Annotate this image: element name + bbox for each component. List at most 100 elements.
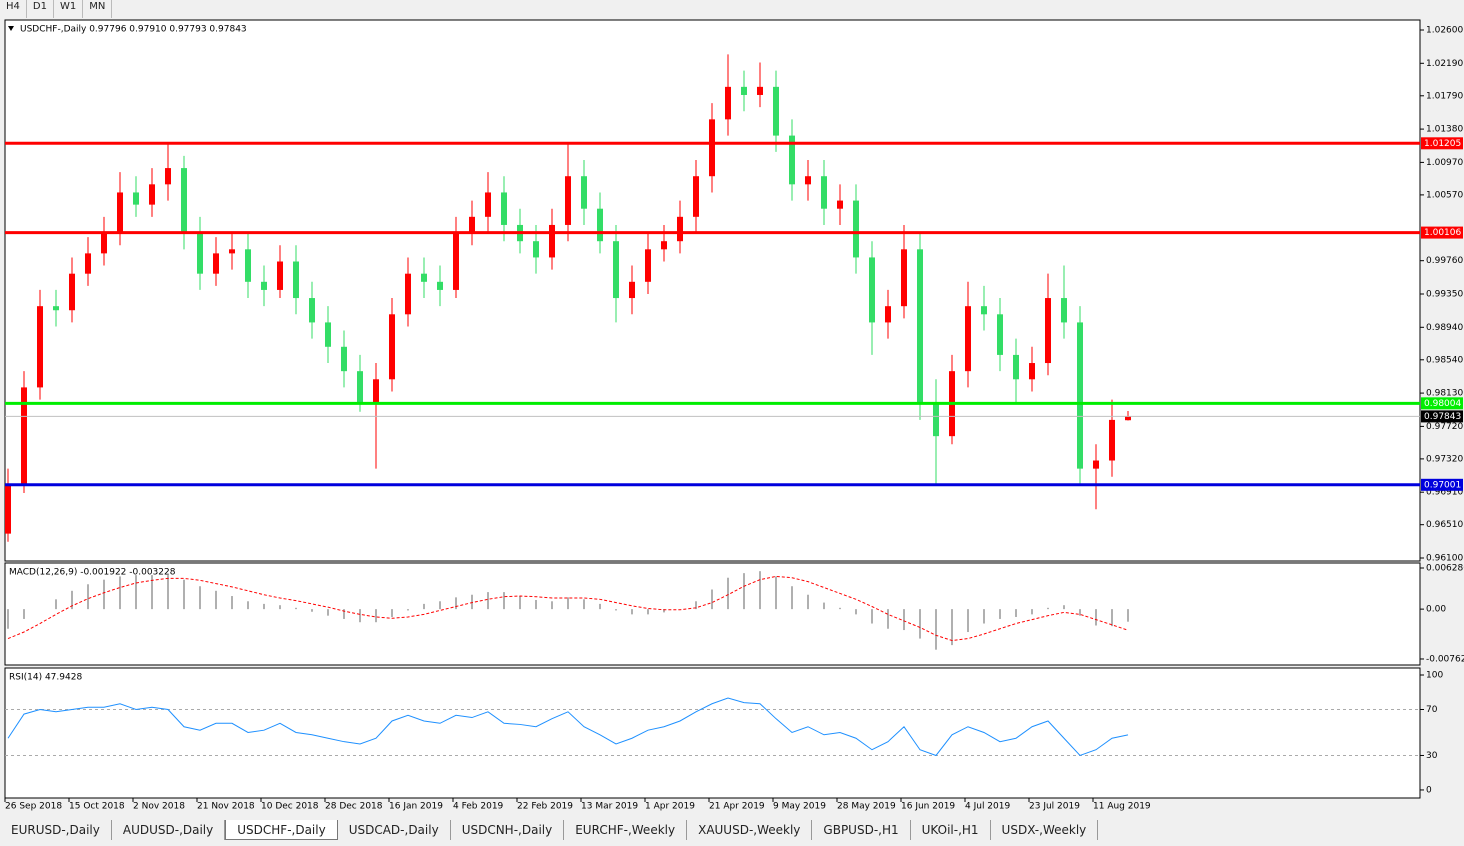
symbol-tab[interactable]: EURUSD-,Daily [0,820,112,840]
timeframe-button[interactable]: D1 [27,0,54,18]
candle-body [629,281,635,299]
level-label-box [1421,397,1463,410]
chart: USDCHF-,Daily 0.97796 0.97910 0.97793 0.… [4,19,1464,812]
x-tick-label: 2 Nov 2018 [133,802,185,812]
candle-body [181,168,187,234]
candle-body [997,314,1003,355]
x-tick-label: 4 Feb 2019 [453,802,504,812]
y-tick-label: 0.96910 [1426,488,1463,498]
candle-body [901,249,907,307]
candle-body [245,249,251,282]
x-tick-label: 28 Dec 2018 [325,802,383,812]
x-tick-label: 21 Apr 2019 [709,802,765,812]
candle-body [917,249,923,404]
timeframe-bar: H4 D1 W1 MN [0,0,113,18]
candle-body [117,192,123,234]
candle-body [789,135,795,185]
candle-body [373,379,379,404]
current-price-label: 0.97843 [1424,412,1461,422]
x-tick-label: 23 Jul 2019 [1029,802,1080,812]
y-tick-label: 70 [1426,705,1438,715]
y-tick-label: 0.98130 [1426,389,1463,399]
candle-body [1093,460,1099,469]
panel [4,667,1421,799]
candle-body [709,119,715,177]
candle-body [1061,298,1067,323]
x-tick-label: 28 May 2019 [837,802,896,812]
candle-body [213,253,219,274]
candle-body [69,273,75,311]
candle-body [821,176,827,209]
candle-body [725,86,731,120]
y-tick-label: 0.98540 [1426,355,1463,365]
x-tick-label: 10 Dec 2018 [261,802,319,812]
candle-body [885,306,891,323]
candle-body [869,257,875,323]
timeframe-button[interactable]: H4 [0,0,27,18]
candle-body [229,249,235,254]
x-tick-label: 9 May 2019 [773,802,826,812]
y-tick-label: 0.00 [1426,605,1446,615]
candle-body [101,233,107,254]
candle-body [741,86,747,95]
candle-body [549,224,555,258]
y-tick-label: 1.00570 [1426,190,1463,200]
panel [4,19,1421,562]
title-marker [8,26,14,31]
candle-body [805,176,811,185]
candle-body [933,403,939,437]
symbol-tab[interactable]: USDCHF-,Daily [225,820,338,840]
symbol-tab[interactable]: USDX-,Weekly [991,820,1099,840]
symbol-tab[interactable]: GBPUSD-,H1 [812,820,911,840]
candle-body [853,200,859,258]
y-tick-label: 0 [1426,785,1432,795]
candle-body [341,346,347,372]
candle-body [981,306,987,315]
x-tick-label: 15 Oct 2018 [69,802,125,812]
x-tick-label: 16 Jan 2019 [389,802,443,812]
x-tick-label: 11 Aug 2019 [1093,802,1151,812]
candle-body [277,261,283,290]
panel-title: RSI(14) 47.9428 [9,673,82,683]
candle-body [597,208,603,242]
candle-body [5,484,11,534]
y-tick-label: 0.99350 [1426,289,1463,299]
symbol-tab[interactable]: USDCAD-,Daily [338,820,451,840]
candle-body [533,241,539,258]
candle-body [325,322,331,347]
y-tick-label: 0.97720 [1426,422,1463,432]
y-tick-label: 100 [1426,671,1443,681]
y-tick-label: 1.01380 [1426,125,1463,135]
symbol-tab[interactable]: AUDUSD-,Daily [112,820,226,840]
symbol-tab[interactable]: USDCNH-,Daily [451,820,565,840]
level-label-box [1421,137,1463,150]
timeframe-button[interactable]: MN [83,0,113,18]
candle-body [53,306,59,311]
candle-body [1109,419,1115,461]
y-tick-label: 0.98940 [1426,323,1463,333]
rsi-line [7,697,1129,757]
x-tick-label: 16 Jun 2019 [901,802,955,812]
x-tick-label: 1 Apr 2019 [645,802,695,812]
candle-body [261,281,267,290]
timeframe-button[interactable]: W1 [54,0,84,18]
level-label: 1.00106 [1424,228,1461,238]
level-label: 1.01205 [1424,139,1461,149]
symbol-tab[interactable]: XAUUSD-,Weekly [687,820,813,840]
candle-body [965,306,971,372]
candle-body [565,176,571,225]
macd-signal [7,575,1129,642]
candle-body [581,176,587,209]
candle-body [693,176,699,217]
symbol-tab[interactable]: UKOil-,H1 [911,820,991,840]
symbol-tab[interactable]: EURCHF-,Weekly [564,820,688,840]
y-tick-label: -0.00762 [1426,654,1464,664]
candle-body [197,233,203,274]
candle-body [645,249,651,282]
y-tick-label: 0.006286 [1426,563,1464,573]
candle-body [1077,322,1083,469]
y-tick-label: 1.02600 [1426,25,1463,35]
y-tick-label: 1.01790 [1426,91,1463,101]
candle-body [757,86,763,95]
y-tick-label: 1.00970 [1426,158,1463,168]
